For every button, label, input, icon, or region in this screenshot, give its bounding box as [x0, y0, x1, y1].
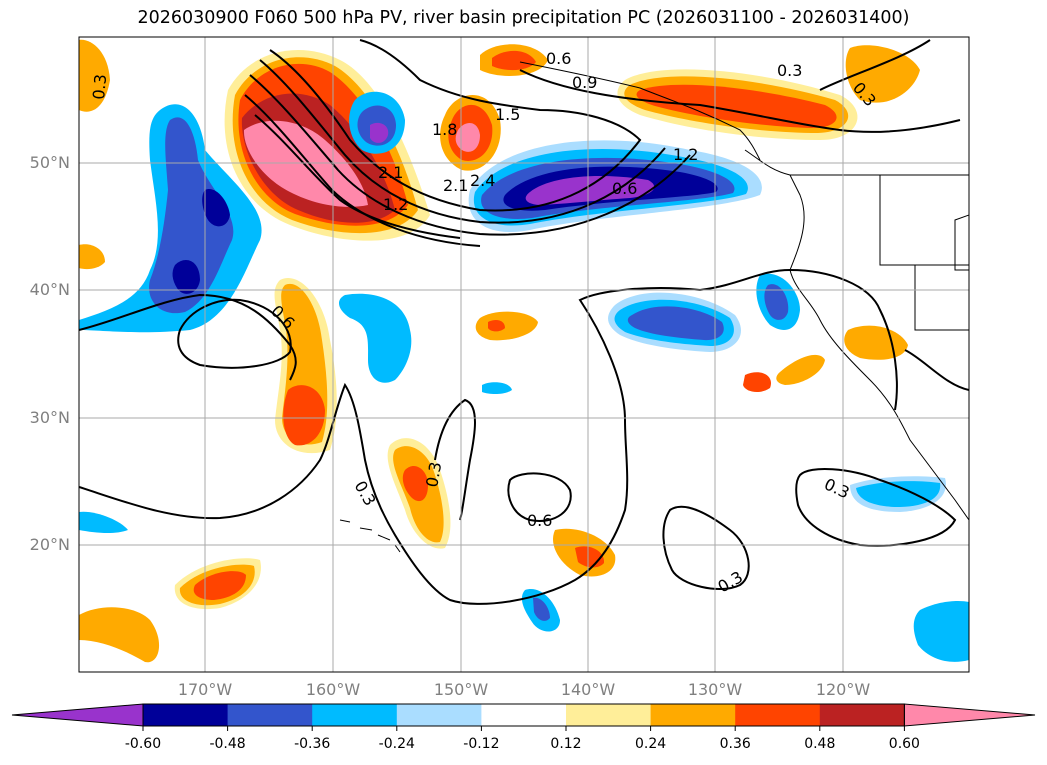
colorbar	[11, 703, 1036, 731]
contour-label: 0.3	[351, 478, 380, 510]
contour-label: 2.1	[378, 163, 403, 182]
colorbar-segment	[735, 704, 821, 726]
contour-label: 0.9	[572, 73, 597, 92]
colorbar-frame	[142, 703, 905, 727]
colorbar-tick-label: 0.48	[804, 736, 836, 752]
colorbar-tick-label: -0.36	[294, 736, 331, 752]
contour-label: 1.2	[383, 195, 408, 214]
contour-label: 1.2	[673, 145, 698, 164]
contour-label: 1.5	[495, 105, 520, 124]
longitude-label: 120°W	[815, 680, 871, 699]
colorbar-tick-label: -0.60	[124, 736, 162, 752]
map-title: 2026030900 F060 500 hPa PV, river basin …	[137, 8, 910, 28]
colorbar-tick-label: -0.24	[378, 736, 415, 752]
coastlines	[339, 61, 969, 553]
colorbar-segment	[396, 704, 482, 726]
colorbar-tick-label: 0.12	[550, 736, 582, 752]
grid-lines	[79, 37, 969, 672]
colorbar-tick-label: 0.60	[888, 736, 920, 752]
latitude-label: 50°N	[29, 153, 70, 172]
contour-label: 0.3	[715, 567, 747, 596]
contour-label: 0.6	[612, 179, 637, 198]
longitude-label: 140°W	[560, 680, 616, 699]
colorbar-extend-high	[903, 703, 1036, 727]
colorbar-extend-low	[11, 703, 144, 727]
latitude-label: 30°N	[29, 408, 70, 427]
pv-contours	[79, 39, 969, 605]
colorbar-segment	[819, 704, 905, 726]
latitude-label: 40°N	[29, 280, 70, 299]
contour-label: 0.6	[546, 49, 571, 68]
contour-label: 0.3	[777, 61, 802, 80]
colorbar-segment	[227, 704, 313, 726]
colorbar-segment	[566, 704, 652, 726]
colorbar-segment	[312, 704, 398, 726]
colorbar-tick-label: -0.12	[463, 736, 500, 752]
longitude-label: 130°W	[687, 680, 743, 699]
contour-label: 0.3	[89, 73, 110, 100]
contour-label: 0.6	[527, 511, 552, 530]
colorbar-segment	[650, 704, 736, 726]
contour-label: 1.8	[432, 120, 457, 139]
latitude-label: 20°N	[29, 535, 70, 554]
contour-label: 0.3	[821, 474, 852, 502]
contour-label: 2.4	[470, 171, 495, 190]
colorbar-tick-label: 0.24	[635, 736, 667, 752]
colorbar-segment	[481, 704, 567, 726]
contour-label: 2.1	[443, 176, 468, 195]
colorbar-segment	[143, 704, 229, 726]
longitude-label: 160°W	[305, 680, 361, 699]
colorbar-tick-label: -0.48	[209, 736, 246, 752]
precip-anomaly-fill	[79, 39, 969, 663]
longitude-label: 150°W	[433, 680, 489, 699]
longitude-label: 170°W	[177, 680, 233, 699]
map-frame	[78, 36, 970, 673]
colorbar-tick-label: 0.36	[719, 736, 751, 752]
contour-label: 0.3	[422, 460, 445, 488]
